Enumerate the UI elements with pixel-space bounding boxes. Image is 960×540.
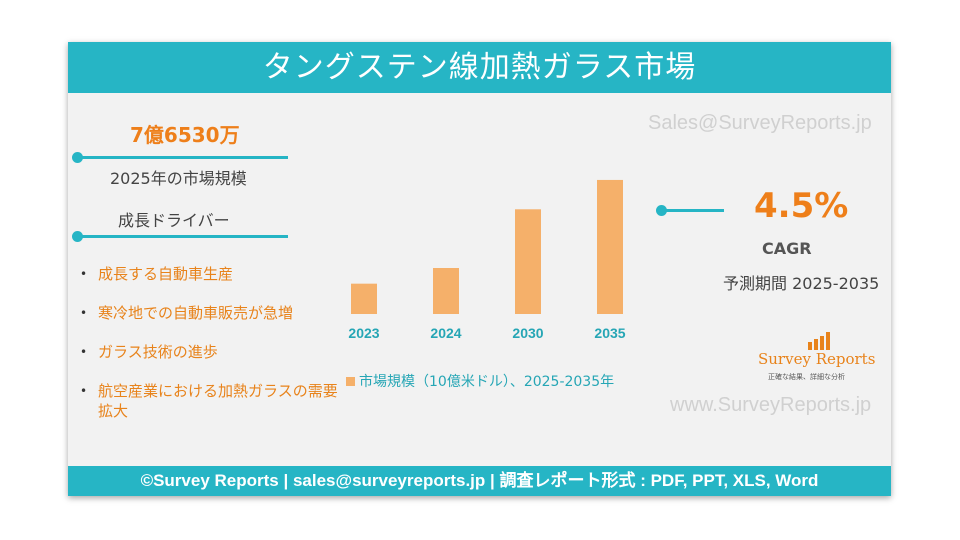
cagr-label: CAGR <box>762 239 812 258</box>
drivers-line <box>78 235 288 238</box>
logo-bars-icon <box>808 332 830 350</box>
driver-item: • 成長する自動車生産 <box>76 264 346 284</box>
legend-swatch <box>346 376 355 386</box>
footer-bar: ©Survey Reports | sales@surveyreports.jp… <box>68 466 891 496</box>
market-size-line <box>78 156 288 159</box>
market-size-dot <box>72 152 83 163</box>
market-bar-chart: 2023 2024 2030 2035 <box>348 179 626 341</box>
bar-2035 <box>597 179 623 314</box>
legend-label: 市場規模（10億米ドル）、2025-2035年 <box>359 374 615 390</box>
driver-text: 成長する自動車生産 <box>98 265 234 283</box>
driver-text: 寒冷地での自動車販売が急増 <box>98 304 294 322</box>
watermark-email: Sales@SurveyReports.jp <box>648 112 872 134</box>
bar-2024 <box>433 268 459 314</box>
x-tick-label: 2035 <box>594 325 625 341</box>
survey-reports-logo: Survey Reports 正確な結果、詳細な分析 <box>758 330 888 390</box>
driver-text: 航空産業における加熱ガラスの需要拡大 <box>98 382 338 420</box>
forecast-period: 予測期間 2025-2035 <box>723 274 880 293</box>
bar-2023 <box>351 283 377 314</box>
cagr-dot <box>656 205 667 216</box>
drivers-list: • 成長する自動車生産 • 寒冷地での自動車販売が急増 • ガラス技術の進歩 • 航空産… <box>76 264 346 440</box>
bullet-icon: • <box>80 384 88 398</box>
x-tick-label: 2023 <box>348 325 379 341</box>
cagr-value: 4.5% <box>754 186 849 226</box>
logo-name: Survey Reports <box>758 350 876 368</box>
driver-item: • ガラス技術の進歩 <box>76 342 346 362</box>
x-tick-label: 2024 <box>430 325 461 341</box>
watermark-url: www.SurveyReports.jp <box>670 394 872 416</box>
bar-2030 <box>515 209 541 314</box>
drivers-dot <box>72 231 83 242</box>
driver-item: • 航空産業における加熱ガラスの需要拡大 <box>76 381 346 421</box>
logo-tagline: 正確な結果、詳細な分析 <box>768 373 845 381</box>
market-size-label: 2025年の市場規模 <box>110 169 247 188</box>
x-tick-label: 2030 <box>512 325 543 341</box>
bullet-icon: • <box>80 306 88 320</box>
driver-item: • 寒冷地での自動車販売が急増 <box>76 303 346 323</box>
chart-legend: 市場規模（10億米ドル）、2025-2035年 <box>346 371 614 391</box>
infographic-card: タングステン線加熱ガラス市場 Sales@SurveyReports.jp ww… <box>68 42 891 496</box>
driver-text: ガラス技術の進歩 <box>98 343 218 361</box>
bullet-icon: • <box>80 345 88 359</box>
market-size-value: 7億6530万 <box>130 123 240 147</box>
page-title: タングステン線加熱ガラス市場 <box>68 42 891 93</box>
bullet-icon: • <box>80 267 88 281</box>
drivers-heading: 成長ドライバー <box>118 211 230 230</box>
cagr-line <box>662 209 724 212</box>
